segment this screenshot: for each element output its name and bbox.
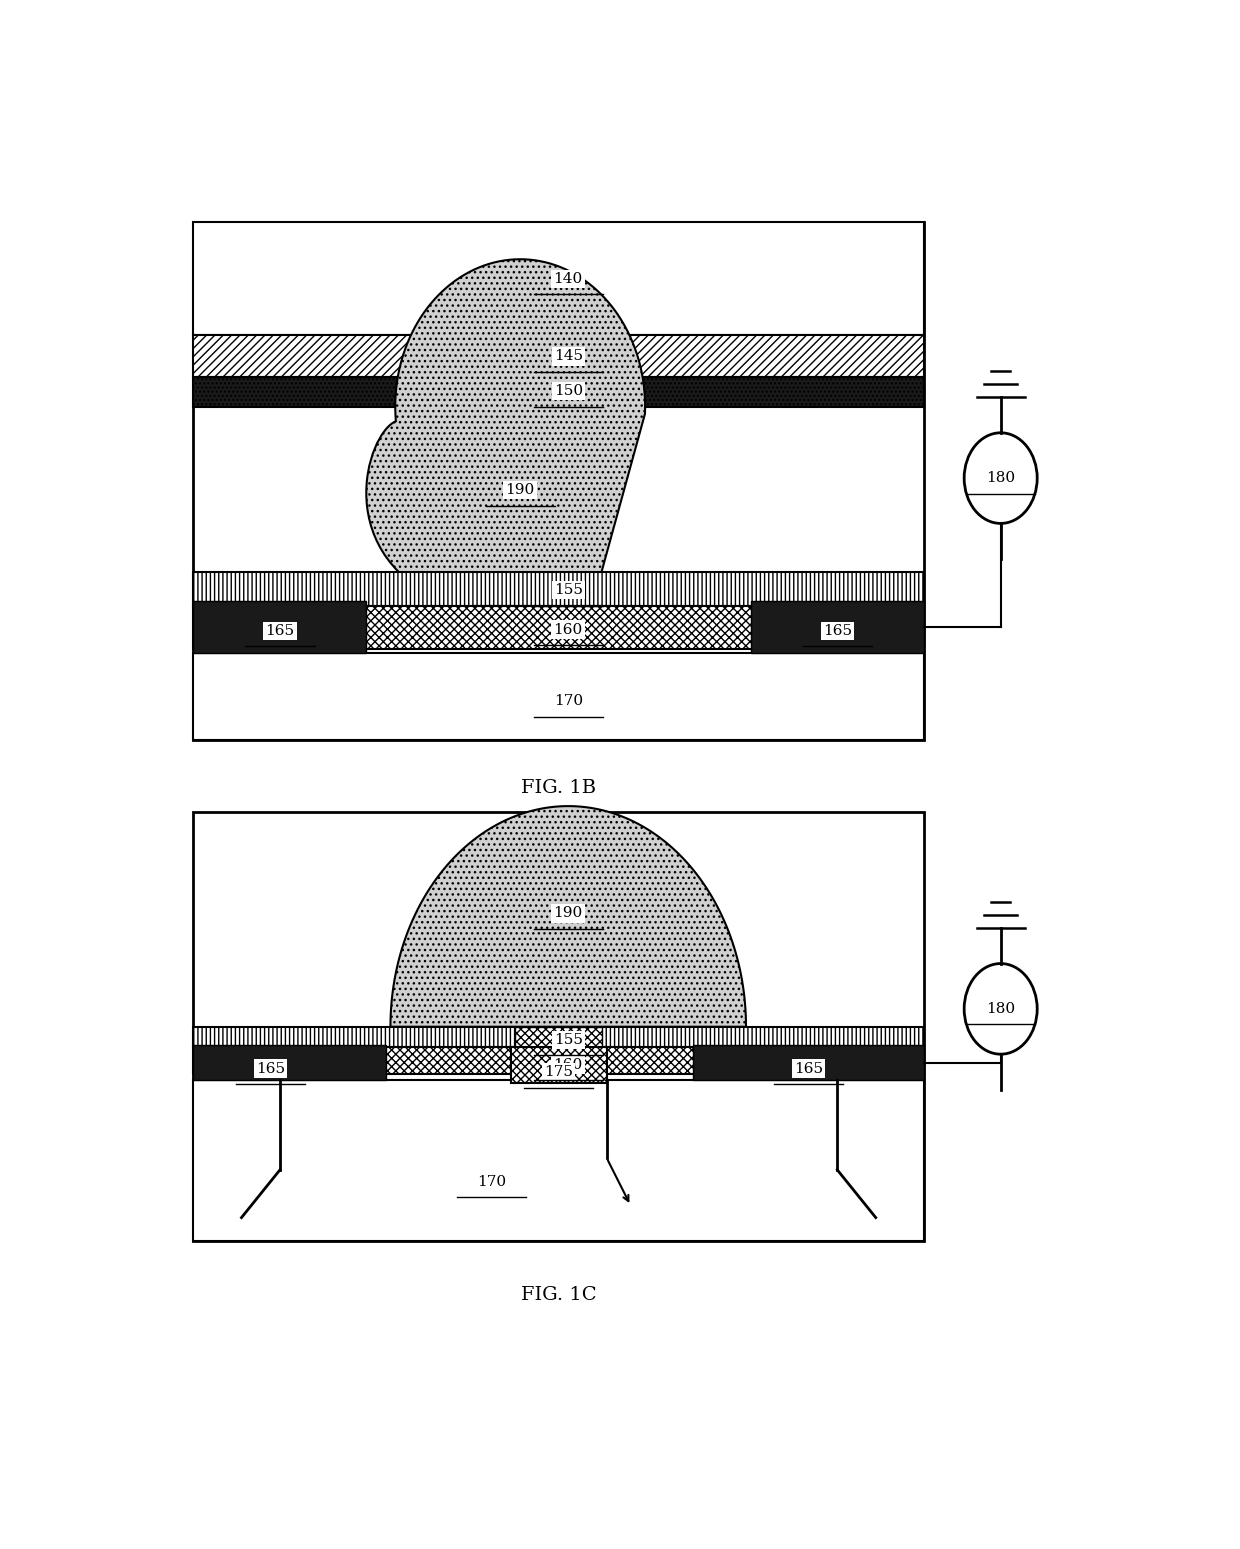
Text: 190: 190 <box>506 483 534 497</box>
Bar <box>511 1047 606 1083</box>
Bar <box>193 335 924 376</box>
Text: 140: 140 <box>553 273 583 287</box>
Text: 170: 170 <box>477 1174 506 1188</box>
Bar <box>751 601 924 654</box>
Text: 180: 180 <box>986 1002 1016 1016</box>
Bar <box>193 601 367 654</box>
Text: 190: 190 <box>553 906 583 920</box>
Bar <box>193 1027 924 1047</box>
Text: 165: 165 <box>255 1061 285 1075</box>
Text: 165: 165 <box>794 1061 823 1075</box>
Text: 175: 175 <box>544 1066 573 1080</box>
Bar <box>193 222 924 335</box>
Bar <box>193 1044 386 1081</box>
Text: 160: 160 <box>553 1058 583 1072</box>
Text: 180: 180 <box>986 471 1016 485</box>
Text: 160: 160 <box>553 623 583 637</box>
Bar <box>193 812 924 1241</box>
Bar <box>193 376 924 406</box>
Text: FIG. 1B: FIG. 1B <box>521 779 596 798</box>
Text: FIG. 1C: FIG. 1C <box>521 1286 596 1304</box>
Bar <box>193 1047 924 1075</box>
Text: 165: 165 <box>823 624 852 638</box>
Bar <box>193 572 924 606</box>
Polygon shape <box>391 805 746 1027</box>
Bar <box>193 606 924 649</box>
Bar <box>516 1027 601 1075</box>
PathPatch shape <box>366 259 645 606</box>
Bar <box>693 1044 924 1081</box>
Text: 165: 165 <box>265 624 294 638</box>
Bar <box>193 1081 924 1241</box>
Text: 170: 170 <box>554 694 583 708</box>
Text: 150: 150 <box>554 384 583 398</box>
Bar <box>193 654 924 740</box>
Text: 145: 145 <box>554 350 583 364</box>
Bar <box>193 222 924 740</box>
Text: 155: 155 <box>554 584 583 598</box>
Text: 155: 155 <box>554 1033 583 1047</box>
